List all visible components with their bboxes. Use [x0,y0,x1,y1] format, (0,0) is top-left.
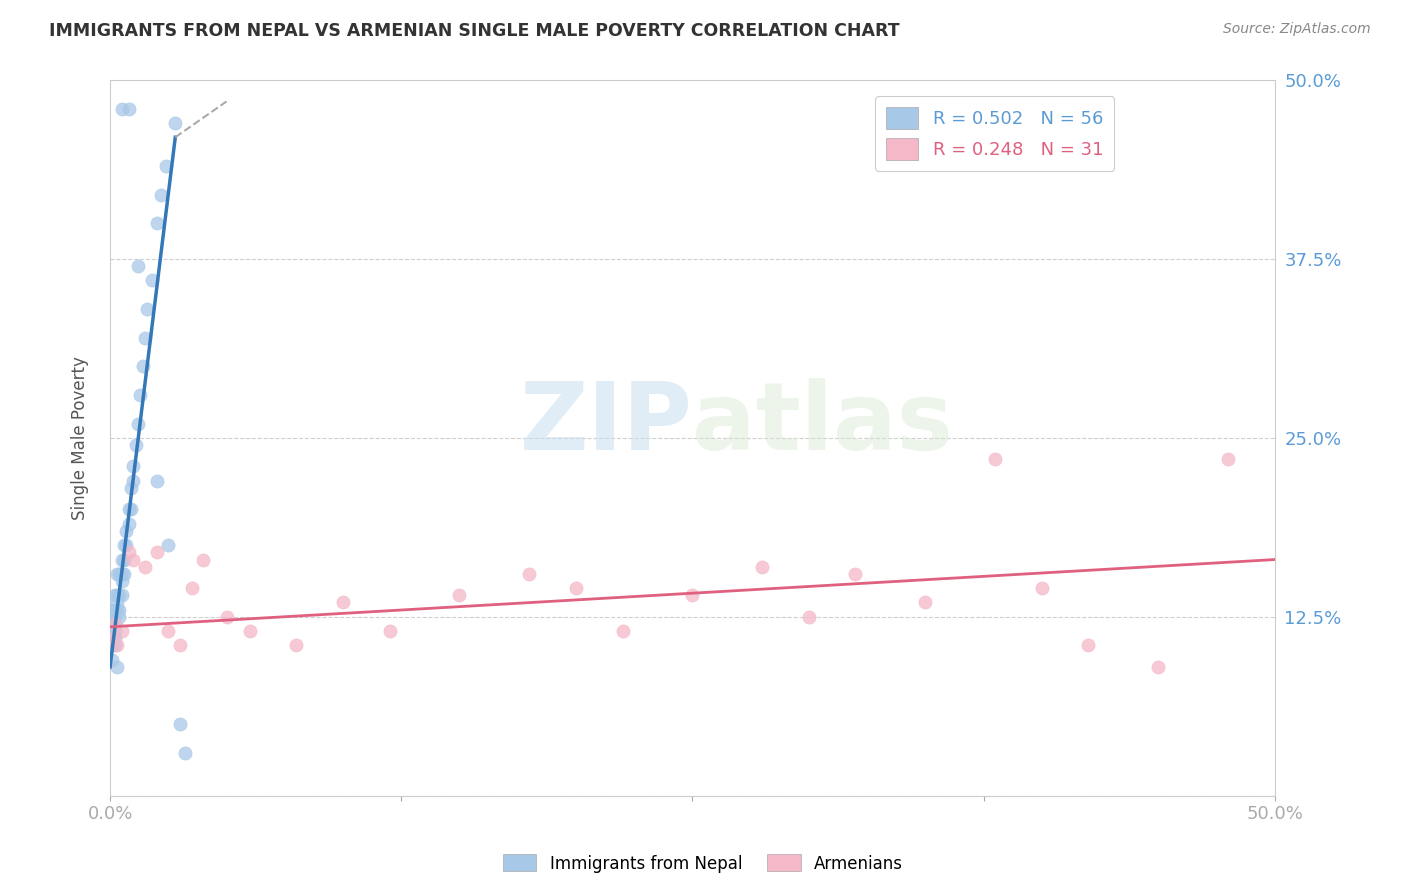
Point [111,102,134,116]
Point [984,452,1007,467]
Point [104,617,127,632]
Point [108,588,131,602]
Point [173,746,195,760]
Text: ZIP: ZIP [519,377,692,469]
Point [101,639,124,653]
Point [134,331,156,345]
Point [101,653,124,667]
Point [129,388,152,402]
Point [1031,581,1053,595]
Point [118,102,141,116]
Point [105,602,128,616]
Point [111,624,134,639]
Point [111,552,134,566]
Point [111,574,134,588]
Point [1077,639,1099,653]
Point [118,516,141,531]
Point [180,581,202,595]
Point [1147,660,1170,674]
Point [105,588,128,602]
Point [104,609,127,624]
Point [517,566,540,581]
Point [112,566,135,581]
Point [141,273,163,287]
Point [101,632,124,646]
Point [169,639,191,653]
Point [101,609,124,624]
Text: Source: ZipAtlas.com: Source: ZipAtlas.com [1223,22,1371,37]
Point [150,187,173,202]
Point [1216,452,1239,467]
Point [104,588,127,602]
Y-axis label: Single Male Poverty: Single Male Poverty [72,356,89,520]
Point [101,632,124,646]
Point [104,639,127,653]
Point [122,552,145,566]
Point [131,359,153,374]
Point [118,545,141,559]
Point [108,602,131,616]
Point [169,717,191,731]
Point [105,566,128,581]
Point [193,552,215,566]
Point [165,116,187,130]
Point [115,524,138,538]
Point [111,566,134,581]
Point [105,660,128,674]
Point [914,595,936,609]
Point [115,538,138,552]
Point [111,588,134,602]
Text: atlas: atlas [692,377,953,469]
Point [101,624,124,639]
Point [125,438,148,452]
Point [332,595,354,609]
Point [157,538,180,552]
Point [101,602,124,616]
Point [108,609,131,624]
Point [145,216,167,230]
Point [108,566,131,581]
Point [105,639,128,653]
Legend: R = 0.502   N = 56, R = 0.248   N = 31: R = 0.502 N = 56, R = 0.248 N = 31 [875,96,1115,171]
Point [215,609,238,624]
Point [122,474,145,488]
Legend: Immigrants from Nepal, Armenians: Immigrants from Nepal, Armenians [496,847,910,880]
Point [612,624,634,639]
Point [101,617,124,632]
Point [157,624,180,639]
Point [285,639,308,653]
Point [104,624,127,639]
Point [239,624,262,639]
Point [136,301,159,316]
Point [104,617,127,632]
Point [378,624,401,639]
Point [105,595,128,609]
Point [751,559,773,574]
Point [104,602,127,616]
Point [104,632,127,646]
Point [127,417,149,431]
Point [565,581,588,595]
Point [112,538,135,552]
Point [134,559,156,574]
Point [118,502,141,516]
Point [681,588,703,602]
Point [127,259,149,273]
Point [155,159,177,173]
Point [449,588,471,602]
Point [122,459,145,474]
Point [120,502,142,516]
Point [120,481,142,495]
Point [797,609,820,624]
Point [844,566,866,581]
Text: IMMIGRANTS FROM NEPAL VS ARMENIAN SINGLE MALE POVERTY CORRELATION CHART: IMMIGRANTS FROM NEPAL VS ARMENIAN SINGLE… [49,22,900,40]
Point [145,474,167,488]
Point [112,552,135,566]
Point [145,545,167,559]
